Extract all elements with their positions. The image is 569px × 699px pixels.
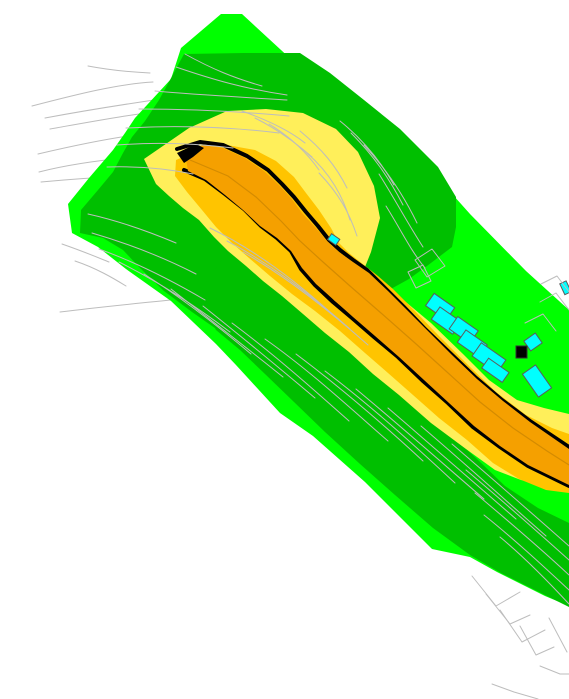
building-6 [481, 357, 510, 384]
inner-contours-lower [87, 213, 569, 605]
buildings-cluster [326, 232, 569, 398]
inner-contours-upper [106, 53, 426, 269]
building-10 [326, 232, 341, 246]
road-outline-top [175, 140, 569, 449]
outer-contours-bottom-right [471, 575, 569, 699]
building-9 [515, 345, 528, 359]
lower-ribbon-zone [203, 245, 569, 607]
road-core [185, 145, 569, 485]
building-linework [407, 248, 569, 332]
black-wedge [177, 144, 204, 163]
building-7 [521, 364, 553, 398]
road-centerline [189, 159, 569, 466]
building-11 [559, 280, 569, 296]
